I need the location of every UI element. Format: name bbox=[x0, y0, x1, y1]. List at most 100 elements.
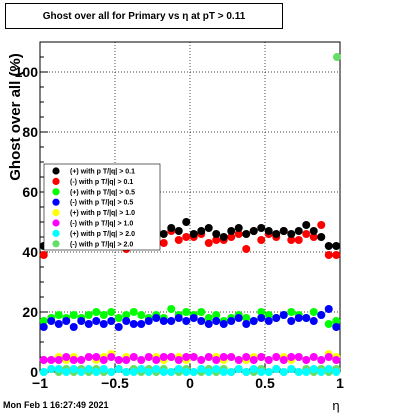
data-point bbox=[227, 227, 236, 235]
data-point bbox=[77, 368, 86, 376]
axis-tick-labels: −1 −0.5 0 0.5 1 0 20 40 60 80 100 bbox=[15, 64, 344, 391]
y-axis-label: Ghost over all (%) bbox=[7, 53, 24, 181]
data-point bbox=[309, 353, 318, 361]
data-points bbox=[39, 53, 341, 376]
data-point bbox=[279, 368, 288, 376]
legend-marker bbox=[52, 188, 60, 196]
data-point bbox=[167, 368, 176, 376]
data-point bbox=[227, 317, 236, 325]
x-tick-label: −1 bbox=[32, 375, 48, 391]
data-point bbox=[309, 365, 318, 373]
data-point bbox=[294, 353, 303, 361]
data-point bbox=[294, 236, 303, 244]
data-point bbox=[302, 314, 311, 322]
data-point bbox=[167, 353, 176, 361]
y-tick-label: 100 bbox=[15, 64, 39, 80]
data-point bbox=[287, 317, 296, 325]
legend-marker bbox=[52, 240, 60, 248]
y-tick-label: 60 bbox=[22, 184, 38, 200]
data-point bbox=[84, 365, 93, 373]
data-point bbox=[249, 227, 258, 235]
data-point bbox=[212, 311, 221, 319]
data-point bbox=[107, 368, 116, 376]
data-point bbox=[47, 317, 56, 325]
data-point bbox=[54, 311, 63, 319]
data-point bbox=[249, 317, 258, 325]
data-point bbox=[324, 251, 333, 259]
data-point bbox=[317, 368, 326, 376]
data-point bbox=[69, 311, 78, 319]
data-point bbox=[144, 353, 153, 361]
data-point bbox=[249, 365, 258, 373]
data-point bbox=[324, 365, 333, 373]
data-point bbox=[234, 230, 243, 238]
data-point bbox=[84, 320, 93, 328]
data-point bbox=[159, 368, 168, 376]
data-point bbox=[99, 311, 108, 319]
data-point bbox=[54, 356, 63, 364]
data-point bbox=[309, 227, 318, 235]
data-point bbox=[174, 356, 183, 364]
x-tick-label: −0.5 bbox=[101, 375, 129, 391]
data-point bbox=[264, 227, 273, 235]
legend-label: (-) with p T/|q| > 0.5 bbox=[70, 200, 133, 207]
data-point bbox=[152, 314, 161, 322]
x-tick-label: 1 bbox=[336, 375, 344, 391]
data-point bbox=[129, 308, 138, 316]
data-point bbox=[114, 323, 123, 331]
legend-label: (-) with p T/|q| > 1.0 bbox=[70, 221, 133, 228]
data-point bbox=[212, 230, 221, 238]
data-point bbox=[234, 314, 243, 322]
legend-label: (-) with p T/|q| > 2.0 bbox=[70, 241, 133, 248]
data-point bbox=[159, 353, 168, 361]
data-point bbox=[107, 308, 116, 316]
data-point bbox=[204, 368, 213, 376]
legend-label: (+) with p T/|q| > 1.0 bbox=[70, 210, 135, 217]
data-point bbox=[332, 251, 341, 259]
data-point bbox=[212, 317, 221, 325]
data-point bbox=[174, 236, 183, 244]
data-point bbox=[174, 365, 183, 373]
data-point bbox=[39, 323, 48, 331]
data-point bbox=[294, 314, 303, 322]
data-point bbox=[99, 320, 108, 328]
y-tick-label: 80 bbox=[22, 124, 38, 140]
data-point bbox=[197, 365, 206, 373]
data-point bbox=[152, 365, 161, 373]
data-point bbox=[317, 221, 326, 229]
data-point bbox=[197, 356, 206, 364]
data-point bbox=[122, 311, 131, 319]
data-point bbox=[107, 353, 116, 361]
data-point bbox=[257, 368, 266, 376]
data-point bbox=[77, 317, 86, 325]
data-point-outlier bbox=[333, 53, 341, 61]
data-point bbox=[159, 317, 168, 325]
data-point bbox=[219, 320, 228, 328]
data-point bbox=[159, 239, 168, 247]
legend-label: (+) with p T/|q| > 2.0 bbox=[70, 231, 135, 238]
data-point bbox=[182, 308, 191, 316]
data-point bbox=[39, 317, 48, 325]
data-point bbox=[324, 320, 333, 328]
y-tick-label: 40 bbox=[22, 244, 38, 260]
data-point bbox=[189, 353, 198, 361]
legend-marker bbox=[52, 167, 60, 175]
data-point bbox=[317, 233, 326, 241]
data-point bbox=[317, 356, 326, 364]
data-point bbox=[272, 230, 281, 238]
data-point bbox=[234, 365, 243, 373]
data-point bbox=[272, 314, 281, 322]
data-point bbox=[137, 365, 146, 373]
data-point bbox=[189, 314, 198, 322]
data-point bbox=[122, 317, 131, 325]
data-point bbox=[137, 311, 146, 319]
data-point bbox=[302, 221, 311, 229]
data-point bbox=[182, 233, 191, 241]
data-point bbox=[204, 239, 213, 247]
data-point bbox=[84, 311, 93, 319]
data-point bbox=[227, 353, 236, 361]
data-point bbox=[54, 320, 63, 328]
data-point bbox=[332, 356, 341, 364]
data-point bbox=[182, 353, 191, 361]
data-point bbox=[332, 323, 341, 331]
